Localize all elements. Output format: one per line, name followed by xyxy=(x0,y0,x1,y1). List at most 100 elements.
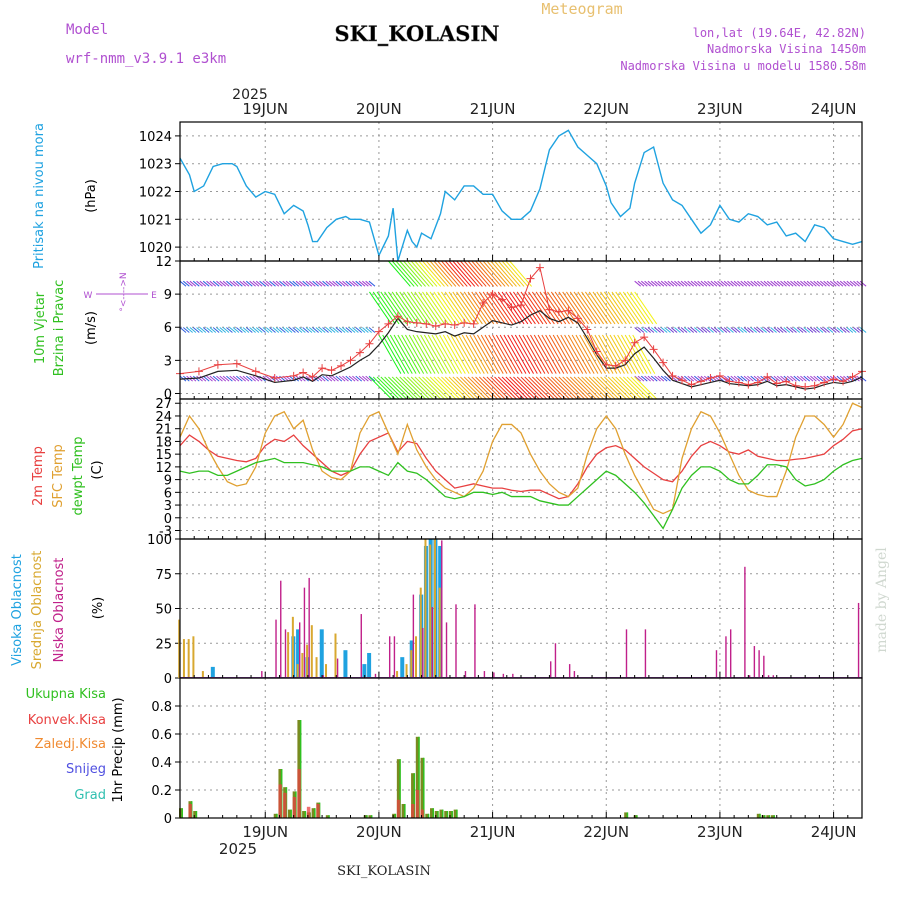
wind-barb-right xyxy=(853,327,860,333)
wind-hatch-low xyxy=(378,334,402,374)
wind-barb-left xyxy=(212,280,220,287)
wind-hatch-low xyxy=(537,334,561,374)
y-tick-label: 0 xyxy=(164,387,172,402)
wind-barb-left xyxy=(202,280,210,287)
wind-barb-left xyxy=(342,327,349,333)
wind-barb-left xyxy=(245,327,253,333)
wind-barb-right xyxy=(710,375,718,382)
wind-barb-left xyxy=(338,280,346,287)
wind-barb-right xyxy=(687,327,695,333)
wind-barb-right xyxy=(713,280,721,287)
wind-hatch-low xyxy=(427,334,451,374)
precip-total-edge xyxy=(328,815,330,818)
wind-gust-point xyxy=(365,339,374,348)
model-name: wrf-nmm_v3.9.1 e3km xyxy=(66,51,226,67)
y-tick-label: 6 xyxy=(164,321,172,336)
wind-gust-point xyxy=(488,290,497,299)
cloud-low-bar xyxy=(455,604,457,678)
precip-conv-bar xyxy=(420,809,425,818)
wind-hatch-mid xyxy=(626,291,650,325)
wind-barb-left xyxy=(345,280,353,287)
precip-total-bar xyxy=(425,813,429,818)
wind-hatch-mid xyxy=(577,291,601,325)
wind-barb-left xyxy=(282,327,290,333)
precip-total-bar xyxy=(325,815,330,818)
wind-barb-right xyxy=(757,327,764,333)
wind-hatch-mid xyxy=(505,291,529,325)
wind-barb-left xyxy=(318,280,326,287)
precip-total-edge xyxy=(768,815,771,818)
wind-barb-left xyxy=(332,327,339,333)
y-tick-label: 1020 xyxy=(139,241,172,256)
wind-barb-left xyxy=(292,327,300,333)
wind-hatch-bottom xyxy=(467,376,491,400)
wind-hatch-top xyxy=(414,260,438,287)
y-tick-label: 27 xyxy=(155,397,172,412)
wind-barb-left xyxy=(325,280,333,287)
wind-barb-left xyxy=(362,375,369,382)
wind-barb-left xyxy=(345,375,353,382)
wind-gust-point xyxy=(308,372,317,381)
wind-hatch-low xyxy=(507,334,531,374)
wind-barb-left xyxy=(335,327,343,333)
model-elevation-text: Nadmorska Visina u modelu 1580.58m xyxy=(620,59,866,73)
wind-hatch-low xyxy=(442,334,466,374)
wind-barb-left xyxy=(295,327,303,333)
wind-barb-right xyxy=(680,327,688,333)
wind-hatch-low xyxy=(628,334,652,374)
wind-barb-left xyxy=(186,327,193,333)
wind-barb-left xyxy=(265,375,273,382)
wind-gust-point xyxy=(507,303,516,312)
wind-barb-right xyxy=(743,327,751,333)
wind-barb-right xyxy=(723,327,731,333)
wind-hatch-mid xyxy=(452,291,476,325)
wind-barb-left xyxy=(206,375,213,382)
wind-hatch-low xyxy=(405,334,428,374)
wind-gust-point xyxy=(526,274,535,283)
wind-barb-right xyxy=(654,327,661,333)
wind-hatch-low xyxy=(620,334,644,374)
wind-barb-left xyxy=(232,280,240,287)
wind-barb-right xyxy=(687,375,695,382)
wind-barb-left xyxy=(209,375,217,382)
wind-hatch-low xyxy=(594,334,618,374)
wind-barb-right xyxy=(770,280,777,287)
cloud-low-bar xyxy=(322,675,325,678)
wind-hatch-bottom xyxy=(444,376,468,400)
wind-barb-left xyxy=(232,375,240,382)
cloud-low-bar xyxy=(568,664,571,678)
wind-hatch-bottom xyxy=(626,376,650,400)
wind-gust-point xyxy=(232,359,241,368)
wind-barb-left xyxy=(219,375,227,382)
wind-hatch-mid xyxy=(482,291,506,325)
wind-hatch-low xyxy=(533,334,557,374)
wind-hatch-bottom xyxy=(524,376,548,400)
wind-hatch-mid xyxy=(554,291,578,325)
wind-gust-point xyxy=(602,360,611,369)
wind-barb-left xyxy=(212,327,220,333)
wind-barb-right xyxy=(846,280,854,287)
wind-hatch-low xyxy=(412,334,436,374)
wind-hatch-bottom xyxy=(497,376,521,400)
wind-barb-right xyxy=(780,375,787,382)
wind-barb-right xyxy=(657,375,665,382)
wind-barb-left xyxy=(332,375,339,382)
cloud-mid-bar xyxy=(415,636,418,678)
cloud-high-bar xyxy=(319,629,324,678)
wind-barb-left xyxy=(232,327,240,333)
wind-barb-right xyxy=(786,327,794,333)
wind-barb-left xyxy=(245,375,253,382)
wind-hatch-mid xyxy=(603,291,627,325)
wind-hatch-top xyxy=(452,260,476,287)
wind-hatch-bottom xyxy=(581,376,604,400)
wind-barb-left xyxy=(229,375,237,382)
wind-barb-left xyxy=(315,375,323,382)
wind-hatch-top xyxy=(441,260,464,287)
wind-barb-right xyxy=(773,280,781,287)
precip-total-edge xyxy=(181,808,183,818)
wind-hatch-bottom xyxy=(437,376,460,400)
wind-hatch-mid xyxy=(513,291,536,325)
precip-total-bar xyxy=(311,808,316,818)
wind-barb-left xyxy=(265,280,273,287)
